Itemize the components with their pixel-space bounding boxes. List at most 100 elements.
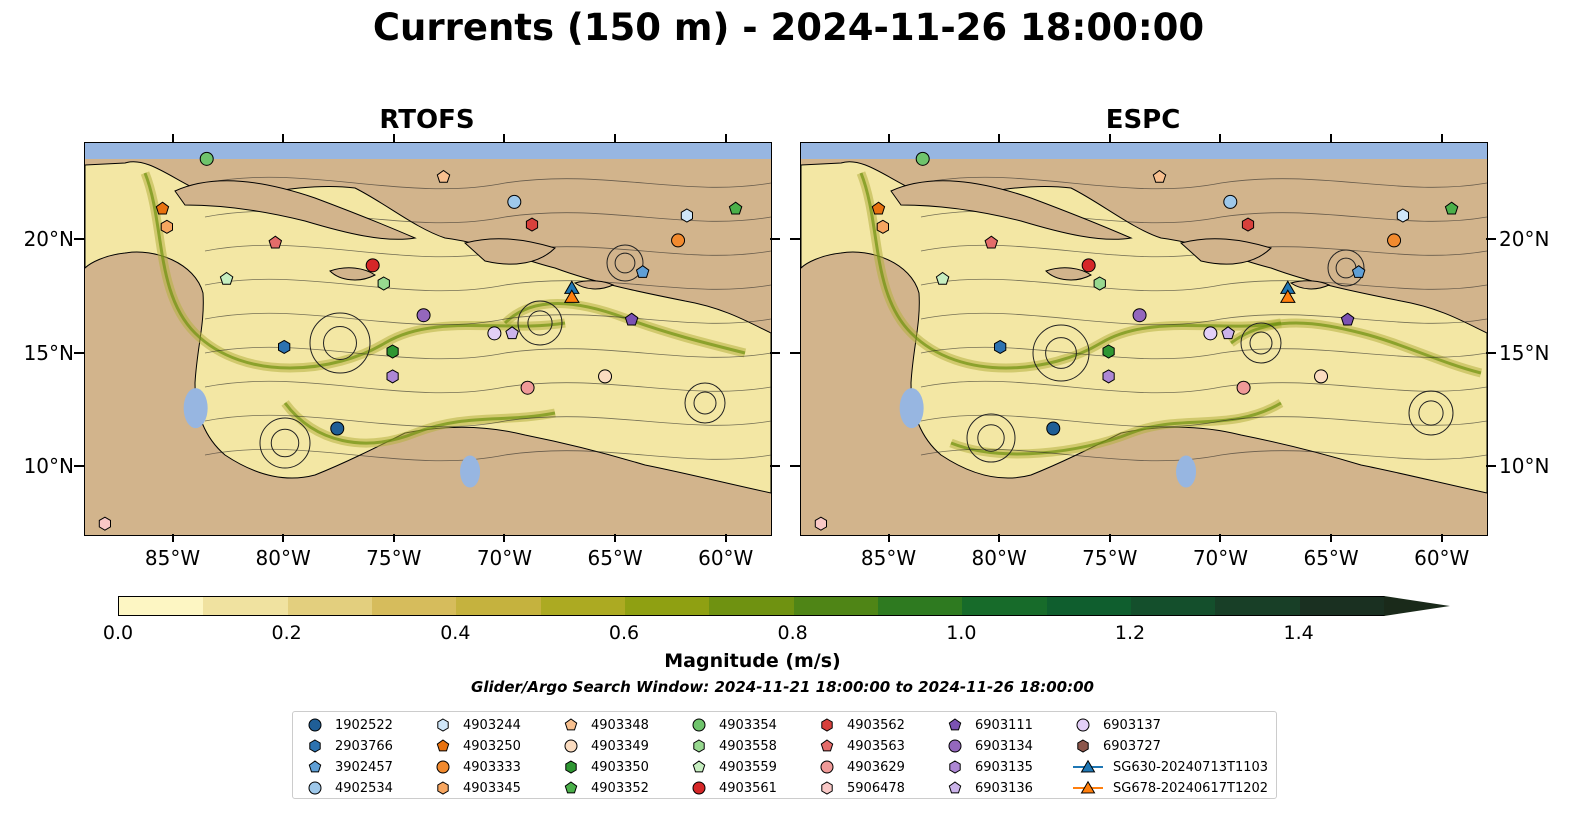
legend-symbol-icon	[564, 781, 578, 794]
figure-title: Currents (150 m) - 2024-11-26 18:00:00	[372, 6, 1205, 49]
marker-6903137	[487, 326, 502, 341]
lon-tick-mark	[392, 534, 395, 542]
marker-4903562	[1241, 217, 1255, 232]
colorbar-tick-label: 1.0	[946, 622, 977, 644]
legend-symbol-icon	[564, 718, 578, 731]
legend-label: 2903766	[335, 738, 393, 754]
legend-symbol-icon	[1077, 739, 1089, 753]
legend-item: 1902522	[305, 716, 393, 734]
streamline	[204, 176, 771, 190]
lon-tick-mark	[887, 134, 890, 142]
lon-tick-mark	[1108, 134, 1111, 142]
marker-4902534	[507, 194, 522, 209]
lat-tick-mark	[1486, 465, 1496, 468]
streamline	[204, 414, 771, 428]
marker-4903345	[160, 219, 173, 234]
lat-tick-mark	[74, 465, 84, 468]
colorbar-segment	[1130, 597, 1216, 615]
hispaniola	[1179, 238, 1272, 265]
marker-4903349	[1314, 369, 1329, 384]
lat-tick-mark	[770, 238, 780, 241]
legend-item: 4903563	[817, 737, 905, 755]
legend-symbol-icon	[309, 739, 321, 753]
lon-tick-label: 60°W	[698, 546, 754, 570]
legend-label: 5906478	[847, 780, 905, 796]
legend-label: 4903629	[847, 759, 905, 775]
streamline	[204, 380, 771, 394]
marker-4903352	[1444, 201, 1459, 215]
lon-tick-mark	[282, 534, 285, 542]
lake-maracaibo	[1176, 455, 1197, 488]
marker-5906478	[98, 516, 111, 531]
map-svg-rtofs	[85, 143, 771, 535]
lon-tick-label: 70°W	[1192, 546, 1249, 570]
legend-symbol-icon	[948, 718, 962, 731]
lon-tick-label: 75°W	[1082, 546, 1138, 570]
legend-item: 5906478	[817, 779, 905, 797]
legend-item: 6903136	[945, 779, 1033, 797]
legend-item: 4903562	[817, 716, 905, 734]
streamline	[204, 448, 771, 462]
colorbar-segment	[456, 597, 541, 615]
lon-tick-mark	[1219, 134, 1222, 142]
lon-tick-label: 65°W	[1303, 546, 1359, 570]
lon-tick-mark	[1440, 534, 1443, 542]
cuba	[174, 180, 417, 240]
marker-4903558	[1093, 276, 1106, 291]
legend-item: 4903558	[689, 737, 777, 755]
legend-label: 4903562	[847, 717, 905, 733]
marker-5906478	[814, 516, 827, 531]
legend-label: 4903559	[719, 759, 777, 775]
eddy-streamline	[606, 244, 644, 282]
legend-symbol-icon	[1073, 759, 1103, 773]
marker-4903348	[1152, 169, 1167, 183]
eddy-streamline	[309, 312, 371, 374]
legend-symbol-icon	[692, 760, 706, 773]
streamline	[920, 176, 1487, 190]
streamline	[204, 278, 771, 292]
lon-tick-mark	[171, 534, 174, 542]
current-core	[859, 172, 1282, 370]
lake-nicaragua	[899, 388, 924, 429]
legend-label: 6903134	[975, 738, 1033, 754]
lon-tick-mark	[503, 134, 506, 142]
legend-marker-icon	[564, 781, 578, 794]
streamline	[204, 312, 771, 326]
lon-tick-mark	[1108, 534, 1111, 542]
legend-label: 6903137	[1103, 717, 1161, 733]
lat-tick-label-right: 20°N	[1499, 227, 1550, 252]
eddy-streamline	[1045, 337, 1077, 369]
marker-4903333	[1387, 233, 1402, 248]
marker-4903563	[268, 235, 283, 249]
legend-item: 4903561	[689, 779, 777, 797]
lat-tick-mark	[790, 465, 800, 468]
lake-maracaibo	[460, 455, 481, 488]
puerto-rico	[573, 280, 615, 290]
marker-4903558	[377, 276, 390, 291]
eddy-streamline	[1249, 331, 1273, 355]
marker-6903135	[1102, 369, 1115, 384]
legend-marker-icon	[821, 718, 833, 732]
lon-tick-label: 80°W	[255, 546, 311, 570]
marker-6903135	[386, 369, 399, 384]
legend-item: 6903727	[1073, 737, 1161, 755]
marker-4903561	[1081, 258, 1096, 273]
streamline	[920, 312, 1487, 326]
marker-4903348	[436, 169, 451, 183]
colorbar-tick-label: 0.6	[608, 622, 640, 644]
marker-4903352	[728, 201, 743, 215]
search-window-caption: Glider/Argo Search Window: 2024-11-21 18…	[471, 678, 1094, 696]
marker-4903561	[365, 258, 380, 273]
colorbar-tick-label: 0.8	[777, 622, 808, 644]
legend-symbol-icon	[1073, 780, 1103, 794]
marker-4903250	[871, 201, 886, 215]
eddy-streamline	[977, 424, 1005, 452]
colorbar	[118, 596, 1385, 616]
streamline	[920, 448, 1487, 462]
legend-label: 4903354	[719, 717, 777, 733]
colorbar-tick-label: 1.4	[1283, 622, 1314, 644]
colorbar-segment	[1299, 597, 1384, 615]
marker-1902522	[330, 421, 345, 436]
map-panel-rtofs	[84, 142, 772, 536]
lon-tick-mark	[1330, 534, 1333, 542]
